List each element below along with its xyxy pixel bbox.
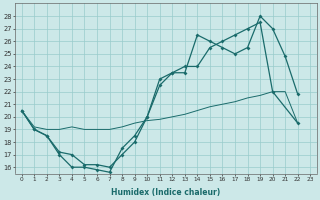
X-axis label: Humidex (Indice chaleur): Humidex (Indice chaleur) [111,188,220,197]
